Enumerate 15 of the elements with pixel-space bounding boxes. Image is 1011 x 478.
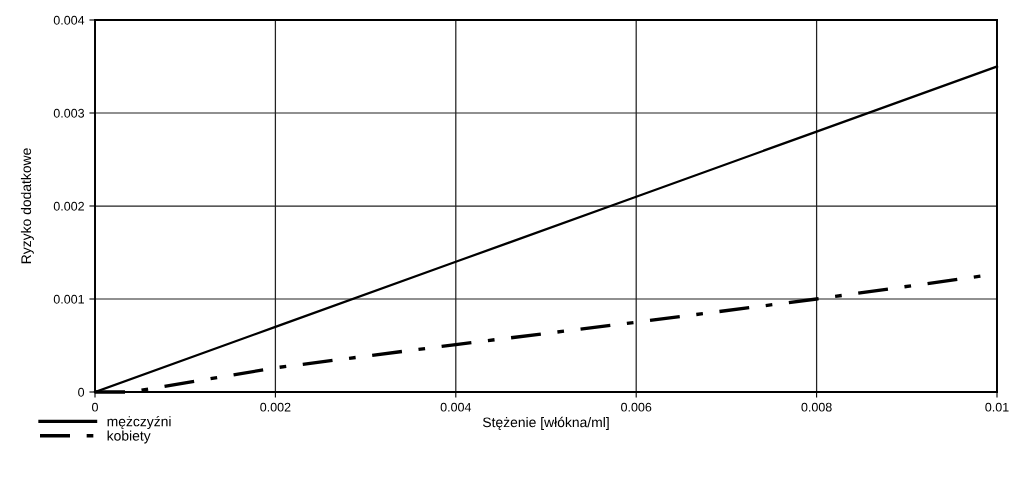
x-axis-title: Stężenie [włókna/ml] bbox=[482, 416, 609, 430]
x-tick-label: 0.004 bbox=[440, 402, 472, 412]
y-tick-label: 0.003 bbox=[53, 108, 85, 118]
x-tick-label: 0.002 bbox=[260, 402, 291, 412]
legend-label: kobiety bbox=[107, 430, 151, 444]
y-axis-title: Ryzyko dodatkowe bbox=[20, 148, 34, 264]
y-tick-label: 0 bbox=[78, 387, 85, 397]
y-tick-label: 0.001 bbox=[53, 294, 84, 304]
y-tick-label: 0.004 bbox=[53, 15, 85, 25]
legend-label: mężczyźni bbox=[107, 416, 171, 430]
x-tick-label: 0 bbox=[92, 402, 98, 412]
y-tick-label: 0.002 bbox=[53, 201, 84, 211]
x-tick-label: 0.01 bbox=[985, 402, 1009, 412]
x-tick-label: 0.008 bbox=[801, 402, 832, 412]
x-tick-label: 0.006 bbox=[621, 402, 652, 412]
